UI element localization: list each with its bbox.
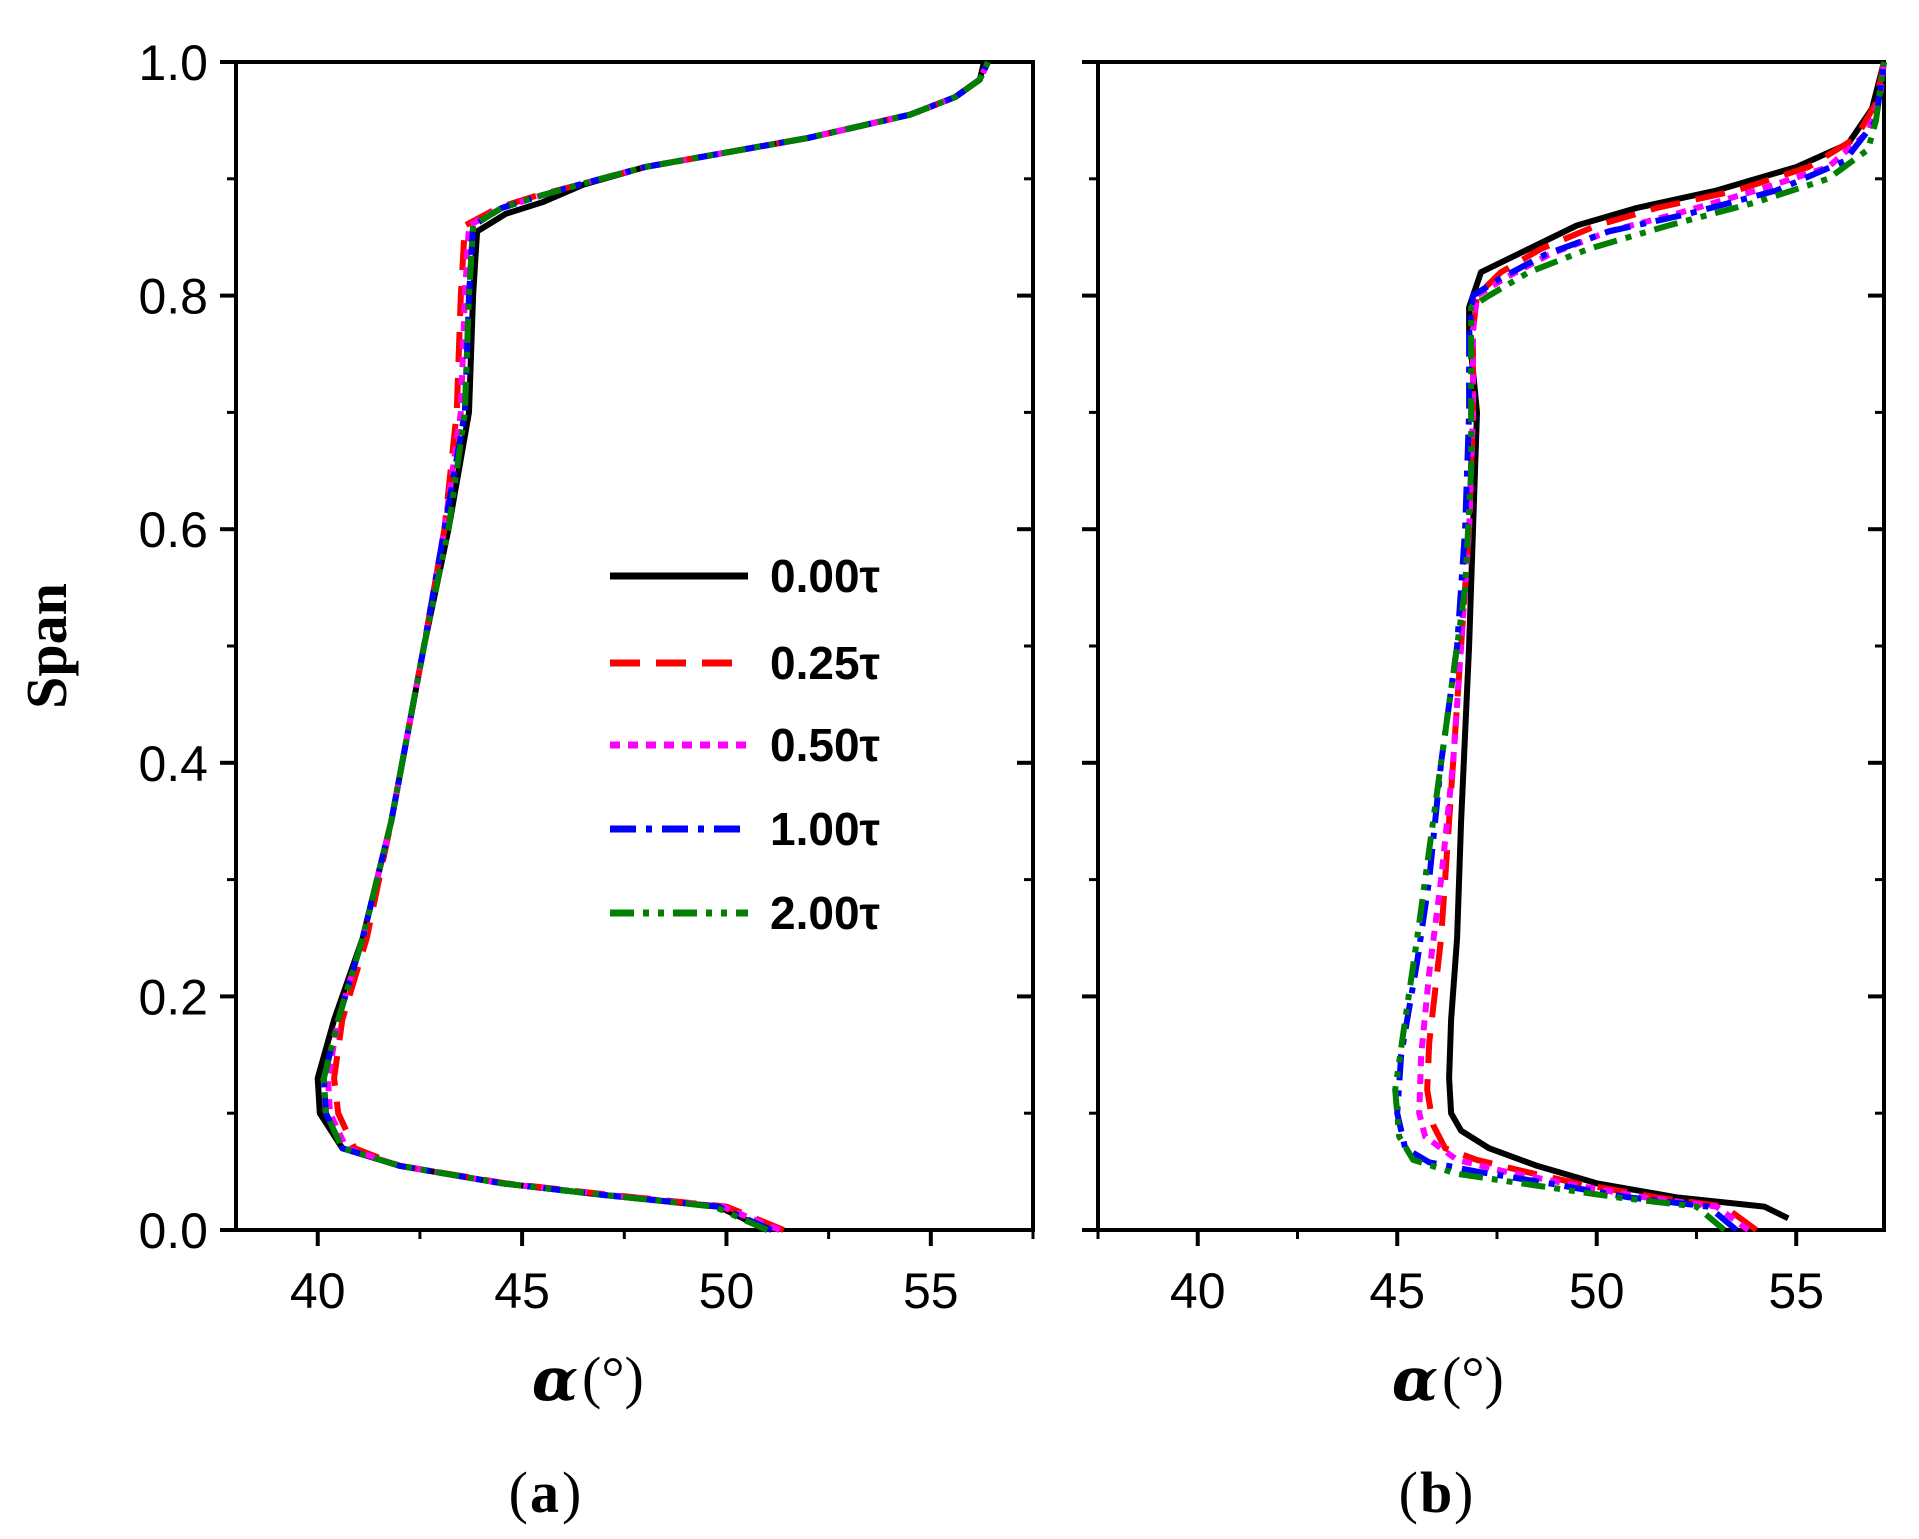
ticks-a [220, 60, 1035, 1246]
x-axis-label-a: α (°) [532, 1345, 644, 1415]
svg-text:): ) [1454, 1460, 1473, 1525]
x-tick-label: 40 [290, 1263, 346, 1319]
panel-b: 40 45 50 55 α (°) ( b ) [1082, 60, 1887, 1525]
x-tick-label: 45 [1369, 1263, 1425, 1319]
x-axis-unit-b: (°) [1442, 1345, 1504, 1410]
y-tick-label: 0.0 [138, 1203, 208, 1259]
legend-label: 1.00τ [770, 803, 880, 855]
svg-text:(: ( [509, 1460, 528, 1525]
series-line [1394, 61, 1887, 1233]
series-line [320, 60, 991, 1233]
x-tick-label: 40 [1170, 1263, 1226, 1319]
x-axis-symbol-b: α [1392, 1345, 1438, 1415]
series-line [1416, 61, 1887, 1233]
x-tick-label: 55 [903, 1263, 959, 1319]
legend-item: 1.00τ [610, 803, 880, 855]
series-line [320, 60, 991, 1233]
panel-label-b-letter: b [1420, 1460, 1452, 1525]
x-axis-unit-a: (°) [582, 1345, 644, 1410]
svg-text:(: ( [1399, 1460, 1418, 1525]
panel-label-b: ( b ) [1399, 1460, 1474, 1525]
x-axis-label-b: α (°) [1392, 1345, 1504, 1415]
x-tick-label: 50 [1569, 1263, 1625, 1319]
series-line [1424, 61, 1887, 1233]
x-tick-label: 55 [1768, 1263, 1824, 1319]
plot-frame-a [234, 60, 1035, 1232]
series-line [1392, 61, 1887, 1233]
y-tick-label: 0.4 [138, 736, 208, 792]
panel-label-a-letter: a [530, 1460, 559, 1525]
x-tick-label: 50 [699, 1263, 755, 1319]
y-tick-label: 0.8 [138, 269, 208, 325]
legend-item: 0.00τ [610, 550, 880, 602]
legend-item: 2.00τ [610, 887, 880, 939]
legend-label: 0.50τ [770, 719, 880, 771]
series-line [314, 61, 987, 1233]
legend-item: 0.25τ [610, 637, 880, 689]
series-a [314, 60, 991, 1233]
tick-labels-a: 40 45 50 55 0.0 0.2 0.4 0.6 0.8 1.0 [138, 35, 958, 1319]
series-line [1446, 61, 1887, 1221]
svg-text:): ) [562, 1460, 581, 1525]
x-axis-symbol-a: α [532, 1345, 578, 1415]
panel-label-a: ( a ) [509, 1460, 582, 1525]
series-line [331, 60, 991, 1233]
legend: 0.00τ 0.25τ 0.50τ 1.00τ 2.00τ [610, 550, 880, 939]
tick-labels-b: 40 45 50 55 [1170, 1263, 1824, 1319]
x-tick-label: 45 [494, 1263, 550, 1319]
ticks-b [1082, 60, 1884, 1246]
y-axis-label: Span [14, 583, 79, 709]
y-tick-label: 0.2 [138, 969, 208, 1025]
series-b [1392, 61, 1887, 1233]
y-tick-label: 1.0 [138, 35, 208, 91]
legend-item: 0.50τ [610, 719, 880, 771]
legend-label: 0.25τ [770, 637, 880, 689]
panel-a: 40 45 50 55 0.0 0.2 0.4 0.6 0.8 1.0 Span α (°) ( … [14, 35, 1035, 1525]
legend-label: 2.00τ [770, 887, 880, 939]
y-tick-label: 0.6 [138, 502, 208, 558]
legend-label: 0.00τ [770, 550, 880, 602]
plot-frame-b [1096, 60, 1886, 1232]
